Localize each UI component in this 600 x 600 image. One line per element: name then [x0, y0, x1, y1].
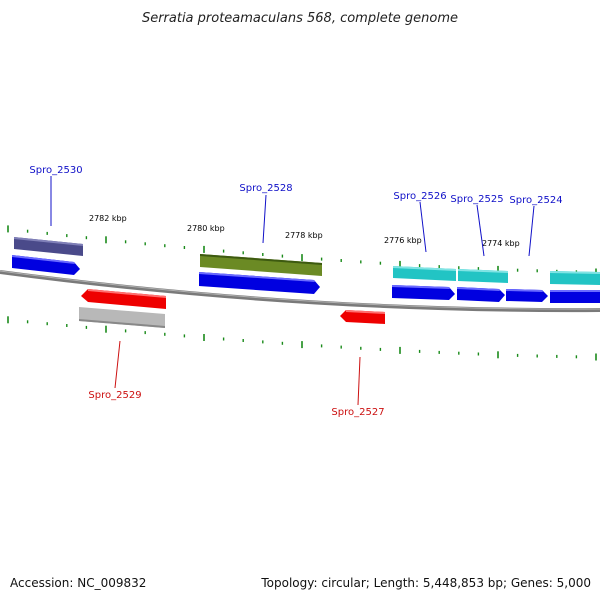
leader-spro-2524: [528, 205, 535, 257]
gene-arrow-spro-2528[interactable]: [199, 272, 320, 294]
leader-spro-2527: [357, 356, 361, 406]
gene-arrow-spro-2530[interactable]: [12, 255, 80, 275]
gene-arrow-spro-2526[interactable]: [392, 285, 455, 300]
genome-backbone-highlight: [0, 270, 600, 310]
gene-label-spro-2527[interactable]: Spro_2527: [331, 407, 384, 418]
accession-text: Accession: NC_009832: [10, 576, 146, 590]
gene-label-spro-2526[interactable]: Spro_2526: [393, 191, 446, 202]
feature-spro-2524-cog[interactable]: [550, 271, 600, 285]
gene-label-spro-2528[interactable]: Spro_2528: [239, 183, 292, 194]
feature-spro-2525-cog[interactable]: [458, 269, 508, 283]
gene-arrow-spro-2525[interactable]: [457, 287, 505, 302]
genome-summary-text: Topology: circular; Length: 5,448,853 bp…: [260, 576, 591, 590]
gene-label-spro-2529[interactable]: Spro_2529: [88, 390, 141, 401]
gene-arrow-spro-2529[interactable]: [81, 289, 166, 309]
feature-spro-2528-cog[interactable]: [200, 254, 322, 276]
gene-label-spro-2525[interactable]: Spro_2525: [450, 194, 503, 205]
gene-label-spro-2524[interactable]: Spro_2524: [509, 195, 562, 206]
gene-arrow-spro-2527[interactable]: [340, 310, 385, 324]
map-title: Serratia proteamaculans 568, complete ge…: [142, 11, 458, 26]
gene-arrow-spro-2524a[interactable]: [506, 289, 548, 302]
scale-label-2782: 2782 kbp: [89, 214, 127, 223]
feature-spro-2530-cog[interactable]: [14, 237, 83, 256]
leader-spro-2526: [419, 201, 427, 253]
gene-arrow-spro-2524b[interactable]: [550, 290, 600, 303]
scale-ticks-inner: [7, 316, 597, 361]
leader-spro-2529: [114, 340, 121, 389]
scale-label-2778: 2778 kbp: [285, 231, 323, 240]
feature-spro-2526-cog[interactable]: [393, 266, 456, 281]
leader-spro-2528: [262, 194, 267, 244]
scale-label-2776: 2776 kbp: [384, 236, 422, 245]
gene-label-spro-2530[interactable]: Spro_2530: [29, 165, 82, 176]
feature-spro-2529-cog[interactable]: [79, 307, 165, 328]
scale-label-2774: 2774 kbp: [482, 239, 520, 248]
scale-label-2780: 2780 kbp: [187, 224, 225, 233]
leader-spro-2525: [476, 204, 485, 257]
genome-backbone: [0, 270, 600, 313]
